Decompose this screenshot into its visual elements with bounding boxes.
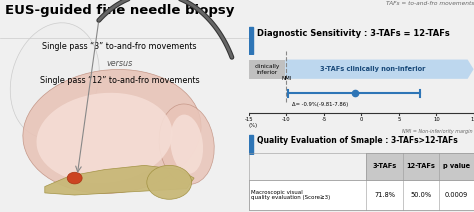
Text: Δ= -0.9%(-9.81-7.86): Δ= -0.9%(-9.81-7.86) — [292, 102, 349, 107]
Text: 12-TAFs: 12-TAFs — [407, 163, 436, 169]
Ellipse shape — [159, 104, 214, 184]
Text: Single pass “3” to-and-fro movements: Single pass “3” to-and-fro movements — [42, 42, 197, 51]
Text: TAFs = to-and-fro movements: TAFs = to-and-fro movements — [386, 1, 474, 6]
Ellipse shape — [10, 23, 99, 138]
Polygon shape — [45, 165, 194, 195]
Text: 15: 15 — [471, 117, 474, 122]
Text: -5: -5 — [321, 117, 327, 122]
Ellipse shape — [36, 93, 173, 183]
Text: 0: 0 — [360, 117, 363, 122]
Text: clinically
inferior: clinically inferior — [254, 64, 280, 75]
Bar — [249, 135, 253, 154]
Ellipse shape — [170, 114, 203, 174]
Text: Quality Evaluation of Smaple : 3-TAFs>12-TAFs: Quality Evaluation of Smaple : 3-TAFs>12… — [257, 136, 457, 145]
Text: 50.0%: 50.0% — [410, 192, 432, 198]
Bar — [249, 27, 253, 54]
Text: 71.8%: 71.8% — [374, 192, 395, 198]
Ellipse shape — [23, 70, 201, 193]
Text: 10: 10 — [433, 117, 440, 122]
Text: Macroscopic visual
quality evaluation (Score≥3): Macroscopic visual quality evaluation (S… — [251, 190, 330, 201]
Text: 0.0009: 0.0009 — [445, 192, 468, 198]
Bar — [366, 153, 474, 180]
Text: p value: p value — [443, 163, 470, 169]
Text: Single pass “12” to-and-fro movements: Single pass “12” to-and-fro movements — [40, 76, 199, 85]
Text: -10: -10 — [282, 117, 291, 122]
Text: NMI: NMI — [281, 76, 292, 81]
Text: EUS-guided fine needle biopsy: EUS-guided fine needle biopsy — [5, 4, 234, 17]
Text: NMI = Non-inferiority margin: NMI = Non-inferiority margin — [402, 129, 473, 134]
Text: (%): (%) — [249, 123, 258, 128]
Text: Diagnostic Sensitivity : 3-TAFs = 12-TAFs: Diagnostic Sensitivity : 3-TAFs = 12-TAF… — [257, 29, 449, 38]
FancyArrow shape — [285, 60, 474, 79]
Ellipse shape — [67, 172, 82, 184]
Text: 3-TAFs: 3-TAFs — [373, 163, 397, 169]
Text: versus: versus — [106, 59, 133, 68]
Text: 5: 5 — [397, 117, 401, 122]
Text: 3-TAFs clinically non-inferior: 3-TAFs clinically non-inferior — [320, 66, 425, 72]
Bar — [249, 60, 285, 79]
Ellipse shape — [147, 165, 191, 199]
Bar — [249, 180, 474, 210]
Text: -15: -15 — [245, 117, 253, 122]
